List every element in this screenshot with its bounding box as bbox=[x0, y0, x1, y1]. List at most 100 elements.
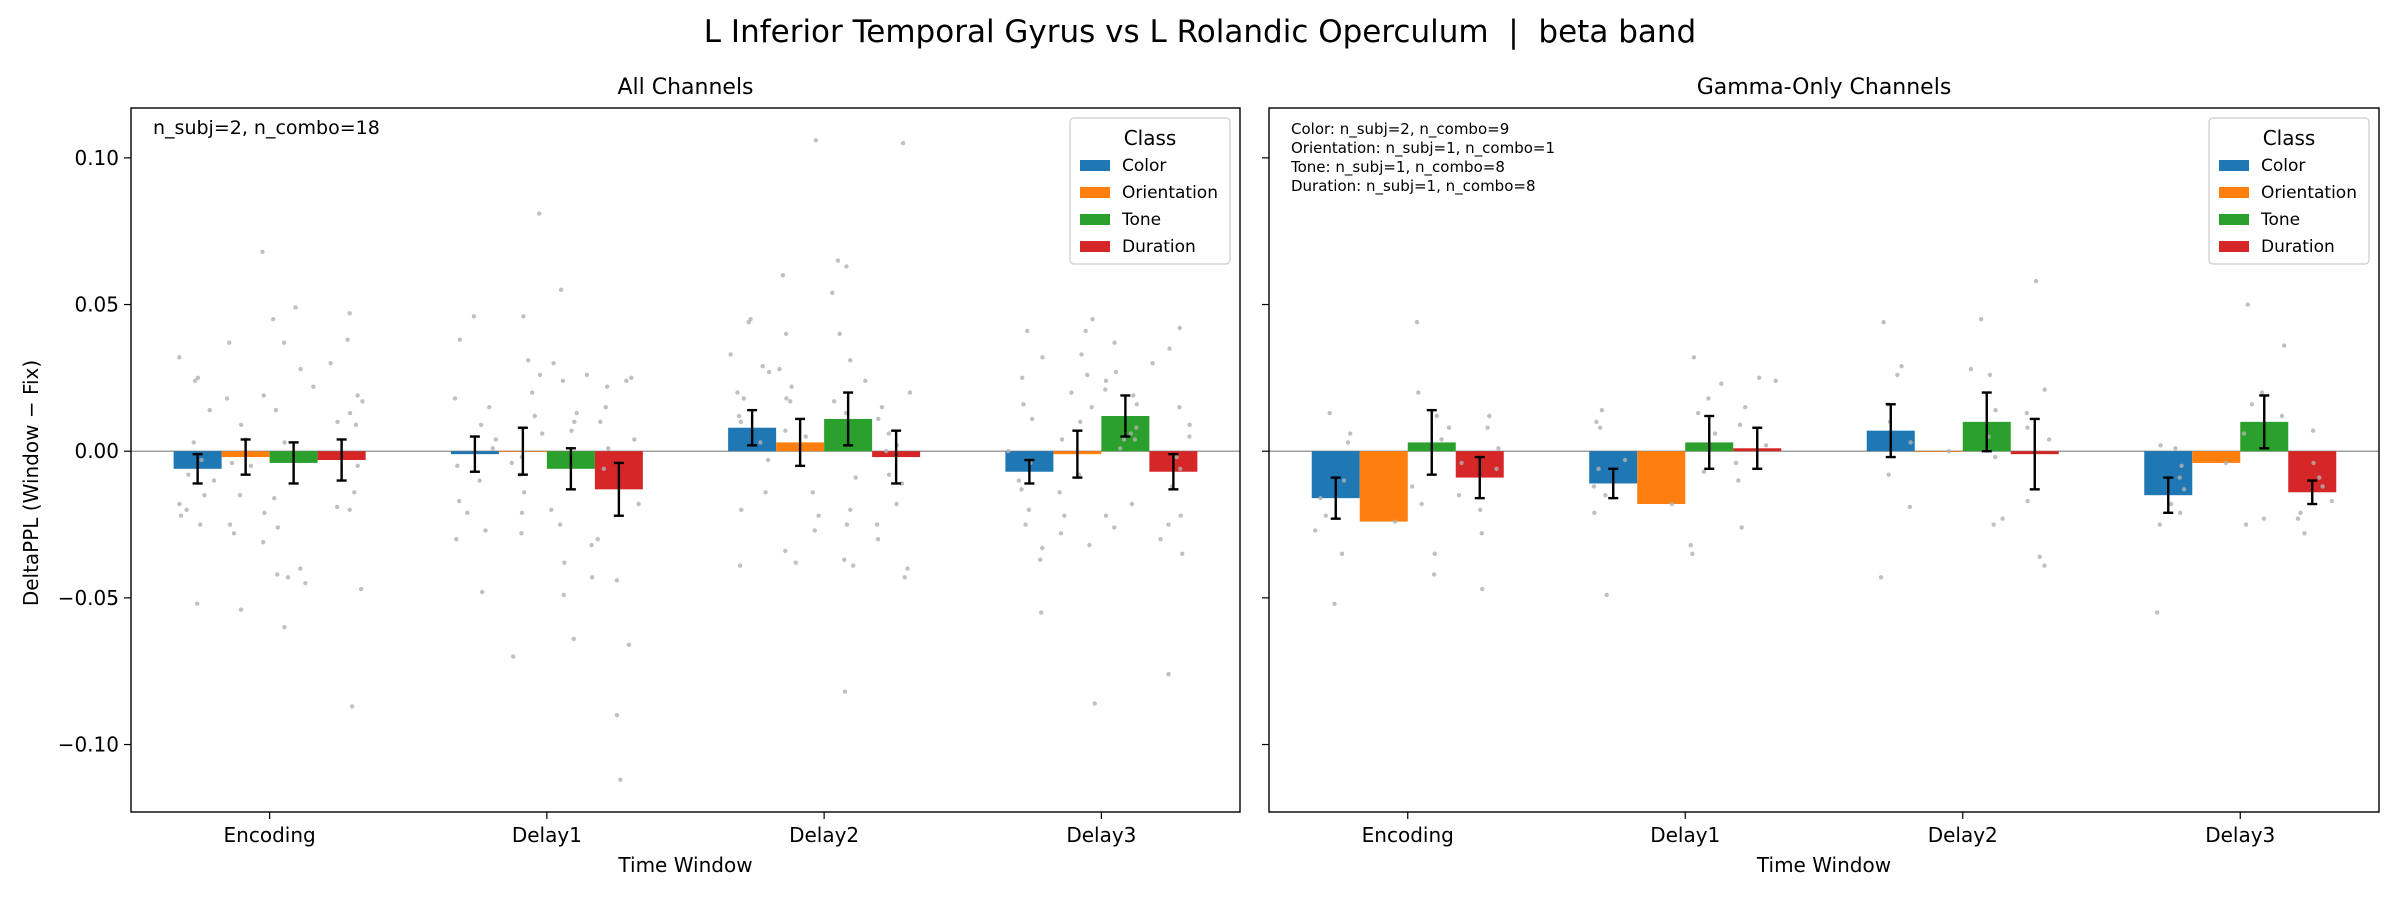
data-point bbox=[1345, 440, 1351, 445]
data-point bbox=[844, 264, 849, 269]
data-point bbox=[1178, 466, 1183, 471]
data-point bbox=[574, 410, 579, 416]
error-bar bbox=[1330, 476, 1341, 520]
data-point bbox=[238, 422, 244, 427]
legend-label: Tone bbox=[2260, 210, 2300, 230]
data-point bbox=[1907, 504, 1913, 510]
data-point bbox=[353, 422, 359, 427]
data-point bbox=[2295, 516, 2301, 521]
data-point bbox=[905, 566, 910, 571]
data-point bbox=[558, 287, 564, 293]
data-point bbox=[335, 419, 340, 425]
data-point bbox=[1103, 378, 1109, 383]
data-point bbox=[598, 419, 603, 425]
error-bar bbox=[1024, 458, 1035, 485]
data-point bbox=[1968, 366, 1974, 372]
data-point bbox=[1603, 493, 1608, 498]
data-point bbox=[355, 393, 360, 398]
y-tick-label: 0.00 bbox=[74, 439, 119, 463]
data-point bbox=[457, 337, 463, 342]
data-point bbox=[1016, 478, 1022, 483]
data-point bbox=[738, 419, 744, 425]
data-point bbox=[2158, 443, 2163, 448]
data-point bbox=[1090, 317, 1095, 322]
data-point bbox=[589, 575, 595, 580]
panels: All Channels 0.10 0.05 0.00 −0.05 −0.10 Encodi… bbox=[58, 75, 2380, 877]
data-point bbox=[2154, 610, 2160, 615]
data-point bbox=[894, 501, 899, 507]
data-point bbox=[886, 472, 892, 477]
data-point bbox=[1494, 466, 1499, 471]
y-axis-label: DeltaPPL (Window − Fix) bbox=[19, 360, 43, 606]
error-bar bbox=[843, 391, 854, 447]
data-point bbox=[780, 273, 786, 278]
data-point bbox=[549, 507, 554, 513]
x-tick-label: Delay1 bbox=[1650, 823, 1720, 847]
data-point bbox=[763, 490, 768, 495]
data-point bbox=[626, 642, 632, 647]
data-point bbox=[603, 405, 608, 410]
data-point bbox=[539, 431, 545, 436]
data-point bbox=[1078, 419, 1083, 425]
data-point bbox=[2259, 390, 2265, 395]
data-point bbox=[260, 249, 265, 254]
data-point bbox=[841, 557, 847, 562]
error-bar bbox=[517, 426, 528, 476]
data-point bbox=[1057, 490, 1062, 495]
data-point bbox=[238, 607, 244, 612]
data-point bbox=[1166, 671, 1171, 677]
data-point bbox=[1480, 586, 1485, 592]
data-point bbox=[1134, 425, 1139, 430]
legend-swatch-color bbox=[1080, 160, 1110, 171]
data-point bbox=[1128, 431, 1134, 436]
data-point bbox=[275, 525, 281, 530]
y-tick-label: −0.05 bbox=[58, 586, 119, 610]
panel-title: All Channels bbox=[617, 75, 753, 100]
data-point bbox=[519, 531, 524, 536]
data-point bbox=[803, 434, 808, 439]
data-point bbox=[2157, 522, 2162, 527]
data-point bbox=[1085, 372, 1090, 378]
data-point bbox=[293, 305, 298, 310]
data-point bbox=[275, 572, 280, 577]
data-point bbox=[511, 654, 516, 659]
data-point bbox=[1886, 472, 1891, 477]
data-point bbox=[509, 460, 514, 466]
legend-label: Orientation bbox=[1122, 183, 1218, 203]
legend-title: Class bbox=[2263, 126, 2316, 150]
data-point bbox=[1596, 466, 1601, 471]
data-point bbox=[261, 393, 266, 398]
error-bar bbox=[2163, 476, 2174, 514]
legend-label: Tone bbox=[1121, 210, 1161, 230]
data-point bbox=[1038, 557, 1043, 562]
annotation-text: Duration: n_subj=1, n_combo=8 bbox=[1291, 177, 1536, 196]
x-tick-label: Delay3 bbox=[2205, 823, 2275, 847]
data-point bbox=[1414, 319, 1420, 325]
data-point bbox=[816, 513, 821, 518]
data-point bbox=[875, 537, 881, 542]
data-point bbox=[358, 586, 364, 592]
data-point bbox=[456, 498, 462, 504]
data-point bbox=[1174, 454, 1179, 460]
data-point bbox=[1134, 402, 1140, 407]
data-point bbox=[285, 575, 291, 580]
data-point bbox=[2033, 278, 2039, 284]
data-point bbox=[229, 460, 235, 466]
data-point bbox=[1167, 346, 1172, 351]
data-point bbox=[1773, 378, 1778, 383]
data-point bbox=[2223, 460, 2228, 466]
bar-orientation bbox=[1914, 451, 1963, 452]
data-point bbox=[1599, 407, 1605, 413]
error-bar bbox=[565, 447, 576, 491]
data-point bbox=[2025, 425, 2030, 430]
data-point bbox=[1712, 431, 1718, 436]
data-point bbox=[1177, 325, 1182, 331]
data-point bbox=[1446, 425, 1452, 430]
error-bar bbox=[1704, 414, 1715, 470]
data-point bbox=[490, 446, 495, 451]
data-point bbox=[2243, 522, 2249, 527]
data-point bbox=[561, 592, 566, 598]
data-point bbox=[471, 314, 477, 319]
data-point bbox=[1719, 381, 1724, 386]
data-point bbox=[1597, 425, 1603, 430]
